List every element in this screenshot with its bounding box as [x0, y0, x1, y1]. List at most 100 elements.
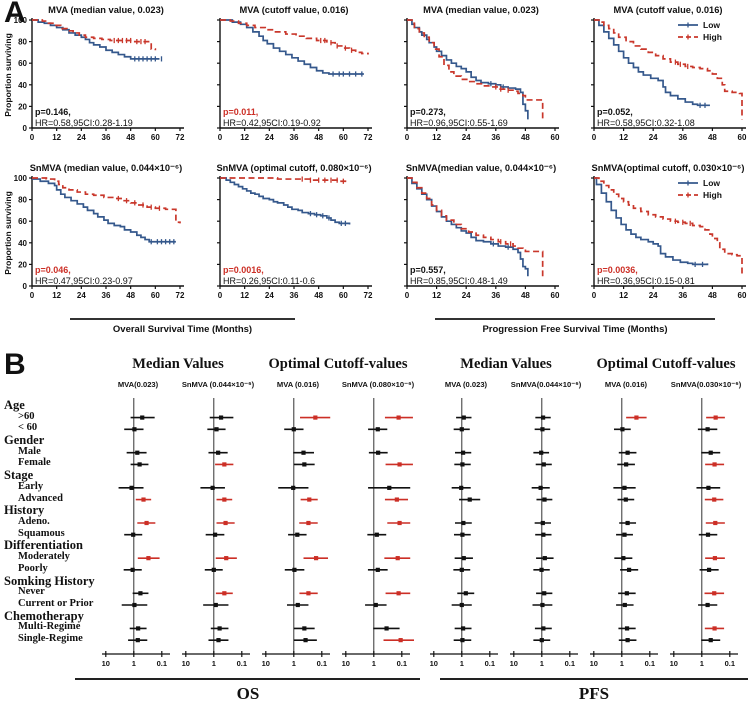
svg-text:36: 36	[678, 133, 687, 142]
svg-text:40: 40	[18, 239, 27, 248]
svg-text:HR=0.36,95CI:0.15-0.81: HR=0.36,95CI:0.15-0.81	[597, 276, 695, 286]
svg-text:36: 36	[491, 133, 500, 142]
forest-row-label: Adeno.	[18, 516, 50, 527]
forest-column-svg-3: 10 1 0.1	[262, 398, 331, 668]
svg-text:HR=0.26,95CI:0.11-0.6: HR=0.26,95CI:0.11-0.6	[223, 276, 315, 286]
forest-group-label-somking-history: Somking History	[4, 573, 95, 588]
svg-text:24: 24	[649, 291, 658, 300]
svg-text:48: 48	[126, 133, 135, 142]
svg-text:48: 48	[708, 291, 717, 300]
forest-column-2: 10 1 0.1	[180, 396, 256, 672]
forest-column-6: 10 1 0.1	[508, 396, 584, 672]
svg-text:48: 48	[521, 291, 530, 300]
forest-row-label: < 60	[18, 422, 38, 434]
svg-text:72: 72	[176, 133, 185, 142]
col-header-1: MVA(0.023)	[117, 380, 159, 389]
svg-text:MVA (cutoff value, 0.016): MVA (cutoff value, 0.016)	[613, 5, 722, 15]
col-header-4: SnMVA (0.080×10⁻⁶)	[341, 380, 415, 389]
svg-text:p=0.0016,: p=0.0016,	[223, 265, 264, 275]
svg-text:40: 40	[18, 81, 27, 90]
forest-row-label: Female	[18, 457, 51, 469]
svg-text:24: 24	[649, 133, 658, 142]
km-plot-svg-8: SnMVA(optimal cutoff, 0.030×10⁻⁶) 0 12 24 36…	[591, 163, 747, 300]
svg-text:p=0.146,: p=0.146,	[35, 107, 71, 117]
forest-column-svg-6: 10 1 0.1	[510, 398, 578, 668]
svg-text:HR=0.58,95CI:0.28-1.19: HR=0.58,95CI:0.28-1.19	[35, 118, 133, 128]
svg-text:24: 24	[265, 291, 274, 300]
forest-group-label-history: History	[4, 503, 45, 518]
svg-text:0.1: 0.1	[397, 659, 407, 668]
svg-text:0: 0	[30, 291, 35, 300]
km-plot-svg-6: SnMVA (optimal cutoff, 0.080×10⁻⁶) 0 12 24 3…	[216, 163, 373, 300]
km-plot-svg-5: SnMVA (median value, 0.044×10⁻⁶) 0 20 40 60 8…	[14, 163, 185, 300]
forest-column-4: 10 1 0.1	[340, 396, 416, 672]
group-header-pfs-median: Median Values	[460, 356, 552, 372]
forest-group-label-chemotherapy: Chemotherapy	[4, 608, 84, 623]
km-plot-3: MVA (median value, 0.023) 0 12 24 36 48 60 p=0.…	[377, 2, 563, 154]
svg-text:0.1: 0.1	[565, 659, 575, 668]
svg-text:1: 1	[620, 659, 624, 668]
forest-row-label: Advanced	[18, 492, 63, 504]
svg-text:10: 10	[430, 659, 438, 668]
svg-text:10: 10	[510, 659, 518, 668]
forest-row-label: Never	[18, 586, 45, 598]
svg-text:60: 60	[151, 133, 160, 142]
col-header-5: MVA (0.023)	[444, 380, 488, 389]
svg-text:12: 12	[432, 133, 441, 142]
km-plot-2: MVA (cutoff value, 0.016) 0 12 24 36 48 60 72 p=…	[190, 2, 376, 154]
svg-text:HR=0.85,95CI:0.48-1.49: HR=0.85,95CI:0.48-1.49	[410, 276, 508, 286]
svg-text:80: 80	[18, 196, 27, 205]
pfs-label: PFS	[578, 684, 610, 703]
svg-text:12: 12	[240, 133, 249, 142]
forest-group-label-stage: Stage	[4, 468, 34, 483]
km-plot-svg-1: MVA (median value, 0.023) 0 20 40 60 80 100 0 12…	[14, 5, 185, 142]
forest-column-1: 10 1 0.1	[100, 396, 176, 672]
svg-text:12: 12	[52, 133, 61, 142]
col-header-2: SnMVA (0.044×10⁻⁶)	[181, 380, 255, 389]
svg-text:1: 1	[540, 659, 544, 668]
svg-text:48: 48	[708, 133, 717, 142]
svg-text:24: 24	[462, 133, 471, 142]
svg-text:MVA (cutoff value, 0.016): MVA (cutoff value, 0.016)	[239, 5, 348, 15]
os-label: OS	[236, 684, 260, 703]
pfs-underline	[440, 678, 748, 680]
pfs-time-label: Progression Free Survival Time (Months)	[482, 324, 668, 335]
svg-text:36: 36	[491, 291, 500, 300]
svg-text:SnMVA (optimal cutoff, 0.080×1: SnMVA (optimal cutoff, 0.080×10⁻⁶)	[216, 163, 371, 173]
svg-text:80: 80	[18, 38, 27, 47]
svg-text:60: 60	[551, 133, 560, 142]
svg-text:SnMVA(optimal cutoff, 0.030×10: SnMVA(optimal cutoff, 0.030×10⁻⁶)	[592, 163, 745, 173]
svg-text:HR=0.42,95CI:0.19-0.92: HR=0.42,95CI:0.19-0.92	[223, 118, 321, 128]
svg-text:1: 1	[212, 659, 216, 668]
svg-text:0: 0	[405, 291, 410, 300]
km-plot-8: SnMVA(optimal cutoff, 0.030×10⁻⁶) 0 12 24 36…	[564, 160, 750, 312]
svg-text:0: 0	[405, 133, 410, 142]
svg-text:10: 10	[342, 659, 350, 668]
forest-row-label: Single-Regime	[18, 633, 83, 645]
svg-text:0: 0	[23, 282, 28, 291]
svg-text:48: 48	[521, 133, 530, 142]
svg-text:100: 100	[14, 16, 28, 25]
forest-row-label: Multi-Regime	[18, 621, 81, 633]
svg-text:72: 72	[176, 291, 185, 300]
forest-column-8: 10 1 0.1	[668, 396, 744, 672]
svg-text:10: 10	[102, 659, 110, 668]
col-header-7: MVA (0.016)	[604, 380, 648, 389]
panel-a-label: A	[4, 0, 26, 29]
svg-text:HR=0.96,95CI:0.55-1.69: HR=0.96,95CI:0.55-1.69	[410, 118, 508, 128]
forest-column-5: 10 1 0.1	[428, 396, 504, 672]
svg-text:0.1: 0.1	[485, 659, 495, 668]
pfs-time-underline	[435, 318, 715, 320]
svg-text:48: 48	[126, 291, 135, 300]
svg-text:24: 24	[265, 133, 274, 142]
svg-text:12: 12	[432, 291, 441, 300]
group-header-os-median: Median Values	[132, 356, 224, 372]
svg-text:72: 72	[364, 133, 373, 142]
forest-column-svg-7: 10 1 0.1	[590, 398, 658, 668]
svg-text:0: 0	[23, 124, 28, 133]
svg-text:10: 10	[590, 659, 598, 668]
svg-text:Low: Low	[703, 178, 720, 188]
svg-text:High: High	[703, 190, 722, 200]
km-plot-svg-2: MVA (cutoff value, 0.016) 0 12 24 36 48 60 72 p=…	[217, 5, 373, 142]
km-plot-1: MVA (median value, 0.023) 0 20 40 60 80 100 0 12…	[2, 2, 188, 154]
